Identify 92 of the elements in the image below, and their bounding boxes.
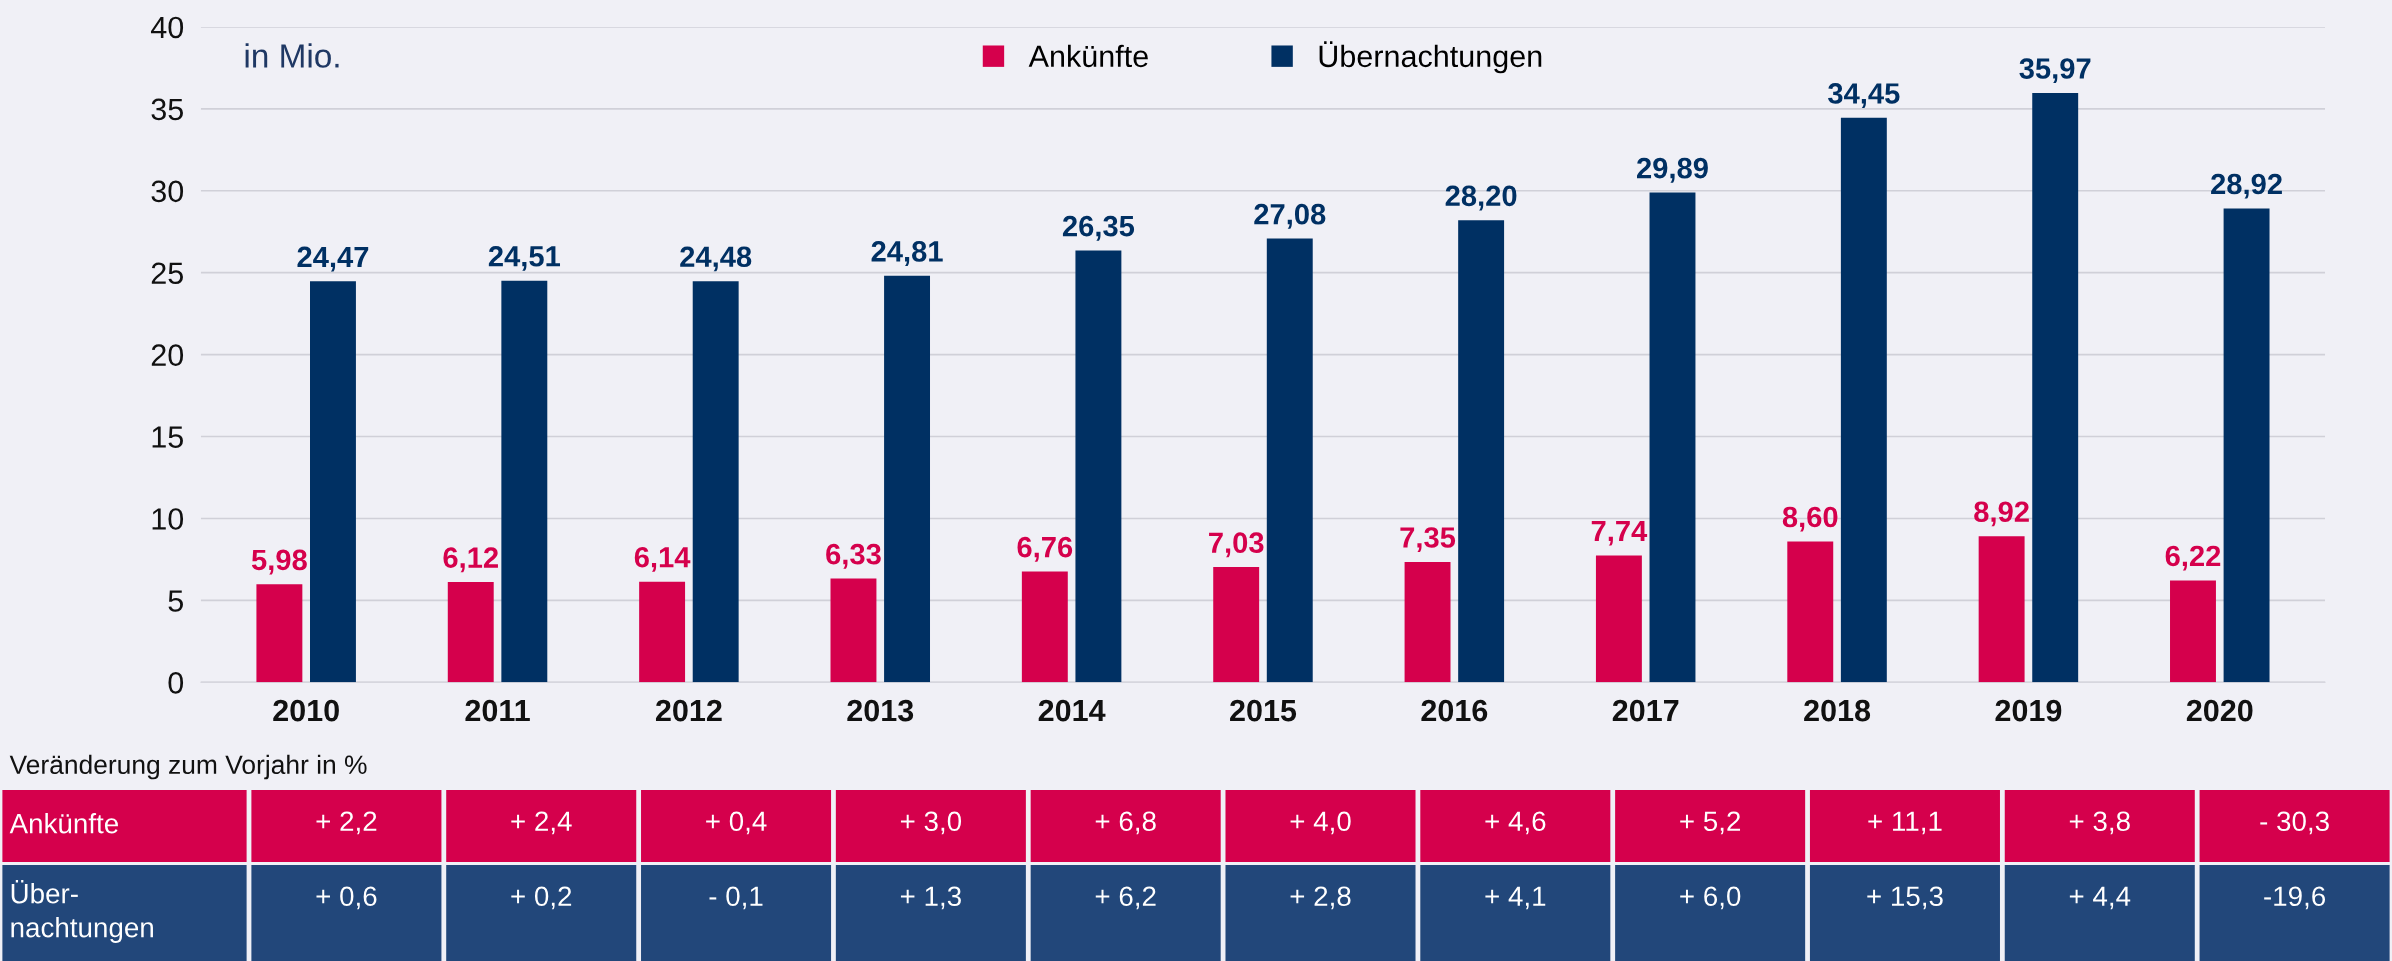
y-tick-label: 15	[152, 426, 183, 448]
text: + 2,2	[316, 811, 377, 835]
text: + 6,0	[1680, 886, 1741, 910]
y-tick-label: 25	[151, 262, 183, 285]
data-label: 28,92	[2211, 173, 2282, 199]
x-tick-label: 2020	[2186, 699, 2253, 722]
x-tick-label: 2017	[1612, 699, 1679, 722]
legend-label: Ankünfte	[1028, 44, 1148, 68]
y-tick-label: 30	[151, 180, 184, 203]
data-label: 7,35	[1400, 527, 1456, 553]
bar	[256, 584, 303, 683]
bar	[692, 281, 739, 683]
text: - 30,3	[2260, 811, 2329, 835]
bar	[1978, 536, 2025, 683]
data-label: 6,14	[634, 546, 691, 572]
x-tick-label: 2018	[1804, 699, 1871, 722]
text: -19,6	[2264, 886, 2326, 910]
x-tick-label: 2010	[273, 699, 339, 722]
y-tick-label: 10	[152, 508, 184, 530]
data-label: 5,98	[251, 549, 307, 575]
x-tick-label: 2013	[847, 699, 914, 722]
text: + 5,2	[1680, 811, 1741, 835]
annotation: in Mio.	[245, 43, 339, 68]
bar	[2032, 92, 2079, 683]
bar	[1404, 561, 1451, 683]
text: + 3,0	[900, 811, 962, 835]
x-tick-label: 2016	[1421, 699, 1488, 722]
text: + 3,8	[2069, 811, 2130, 835]
data-label: 28,20	[1445, 185, 1517, 211]
bar	[501, 280, 548, 683]
y-tick-label: 0	[168, 672, 184, 694]
text: + 4,4	[2069, 886, 2131, 910]
x-tick-label: 2015	[1230, 699, 1297, 722]
data-label: 26,35	[1062, 215, 1135, 241]
text: + 4,0	[1290, 811, 1351, 835]
data-label: 6,22	[2165, 545, 2221, 571]
bar	[1266, 238, 1313, 683]
text: Ankünfte	[9, 813, 118, 834]
bar	[1458, 220, 1505, 683]
x-tick-label: 2019	[1995, 699, 2062, 722]
x-tick-label: 2011	[465, 699, 530, 722]
text: + 0,6	[316, 886, 377, 910]
bar	[2223, 208, 2270, 683]
data-label: 29,89	[1637, 157, 1708, 183]
text: Veränderung zum Vorjahr in %	[9, 754, 367, 780]
y-tick-label: 40	[150, 16, 184, 39]
text: + 11,1	[1868, 811, 1942, 835]
data-label: 6,33	[826, 543, 881, 569]
text: + 4,6	[1485, 811, 1546, 835]
bar	[1649, 192, 1696, 683]
bar	[830, 578, 877, 683]
bar	[1840, 117, 1887, 683]
text: + 2,8	[1290, 886, 1351, 910]
data-label: 35,97	[2019, 58, 2091, 84]
x-tick-label: 2012	[655, 699, 722, 722]
data-label: 8,92	[1974, 501, 2029, 527]
bar	[1595, 555, 1642, 683]
data-label: 24,81	[871, 241, 943, 266]
bar	[884, 275, 931, 683]
text: + 0,2	[511, 886, 572, 910]
bar	[1075, 250, 1122, 683]
bar	[447, 582, 494, 683]
text: + 1,3	[900, 886, 961, 910]
text: + 0,4	[706, 811, 767, 835]
x-tick-label: 2014	[1038, 699, 1106, 722]
data-label: 6,12	[443, 547, 498, 573]
text: Über- nachtungen	[11, 879, 153, 943]
data-label: 8,60	[1782, 506, 1838, 532]
y-tick-label: 35	[151, 98, 183, 121]
data-label: 24,51	[488, 245, 561, 271]
bar	[1021, 571, 1068, 683]
data-label: 7,74	[1591, 521, 1648, 546]
data-label: 34,45	[1828, 83, 1900, 108]
data-label: 24,48	[680, 246, 752, 272]
text: + 4,1	[1485, 886, 1546, 910]
bar	[1213, 567, 1260, 683]
y-tick-label: 5	[168, 590, 183, 612]
data-label: 7,03	[1209, 532, 1264, 558]
data-label: 27,08	[1254, 203, 1326, 229]
legend-label: Übernachtungen	[1319, 41, 1542, 74]
data-label: 6,76	[1017, 536, 1073, 562]
bar	[1787, 541, 1834, 683]
text: + 6,8	[1095, 811, 1156, 835]
bar	[2170, 580, 2216, 683]
data-label: 24,47	[297, 246, 369, 272]
bar	[310, 281, 356, 683]
text: + 6,2	[1095, 886, 1156, 910]
bar	[639, 581, 686, 683]
y-tick-label: 20	[151, 344, 184, 366]
text: - 0,1	[709, 886, 763, 910]
text: + 15,3	[1867, 886, 1943, 910]
text: + 2,4	[511, 811, 572, 835]
